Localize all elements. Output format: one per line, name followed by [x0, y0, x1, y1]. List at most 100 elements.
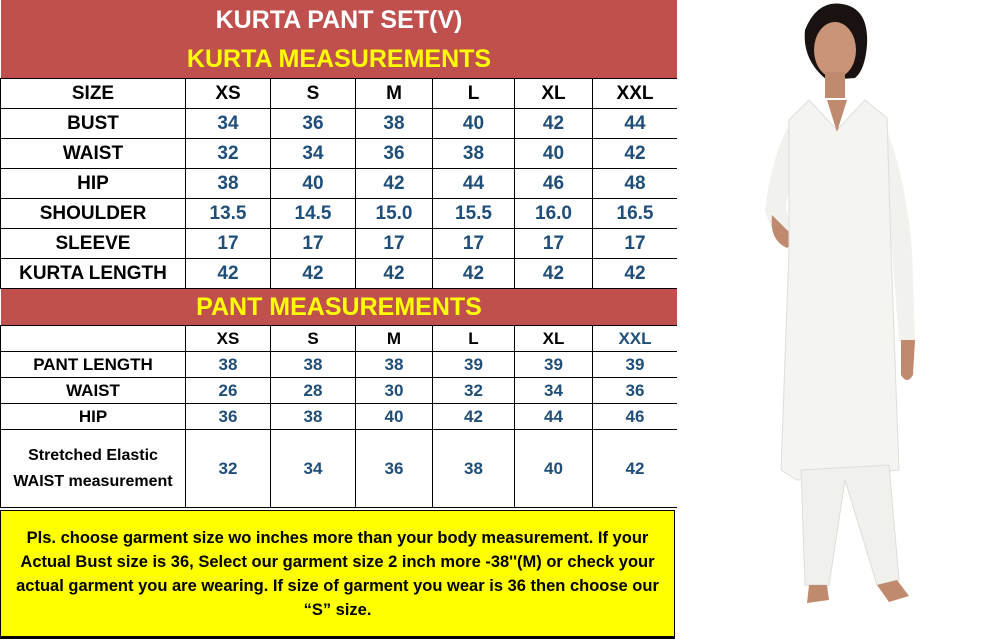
- measurement-value: 17: [432, 228, 515, 259]
- measurement-value: 39: [592, 351, 678, 378]
- table-row: KURTA LENGTH 42 42 42 42 42 42: [0, 258, 678, 289]
- measurement-value: 32: [185, 429, 271, 508]
- measurement-value: 42: [514, 258, 593, 289]
- measurement-value: 34: [185, 108, 271, 139]
- measurement-value: 48: [592, 168, 678, 199]
- measurement-value: 38: [355, 351, 433, 378]
- size-header: XL: [514, 78, 593, 109]
- row-label: HIP: [0, 403, 186, 430]
- measurement-value: 42: [355, 258, 433, 289]
- measurement-value: 32: [185, 138, 271, 169]
- measurement-value: 42: [270, 258, 356, 289]
- measurement-value: 38: [432, 429, 515, 508]
- measurement-value: 34: [514, 377, 593, 404]
- measurement-value: 44: [592, 108, 678, 139]
- measurement-value: 17: [592, 228, 678, 259]
- measurement-value: 38: [270, 403, 356, 430]
- row-label: HIP: [0, 168, 186, 199]
- measurement-value: 39: [514, 351, 593, 378]
- measurement-value: 38: [355, 108, 433, 139]
- measurement-value: 42: [592, 258, 678, 289]
- row-label: WAIST: [0, 138, 186, 169]
- size-header: XS: [185, 325, 271, 352]
- measurement-value: 40: [270, 168, 356, 199]
- measurement-value: 42: [432, 403, 515, 430]
- sizing-note: Pls. choose garment size wo inches more …: [0, 510, 675, 639]
- measurement-value: 38: [270, 351, 356, 378]
- table-row: Stretched Elastic WAIST measurement 32 34 3…: [0, 429, 678, 508]
- measurement-value: 17: [185, 228, 271, 259]
- chart-title: KURTA PANT SET(V): [0, 0, 678, 40]
- size-header: XS: [185, 78, 271, 109]
- pant-size-row: XS S M L XL XXL: [0, 325, 678, 352]
- size-header: XXL: [592, 325, 678, 352]
- measurement-value: 38: [432, 138, 515, 169]
- measurement-value: 42: [514, 108, 593, 139]
- measurement-value: 30: [355, 377, 433, 404]
- measurement-value: 16.5: [592, 198, 678, 229]
- measurement-value: 15.0: [355, 198, 433, 229]
- measurement-value: 36: [355, 429, 433, 508]
- model-photo: [677, 0, 1001, 643]
- row-label: KURTA LENGTH: [0, 258, 186, 289]
- table-row: WAIST 26 28 30 32 34 36: [0, 377, 678, 404]
- size-chart: KURTA PANT SET(V) KURTA MEASUREMENTS SIZ…: [0, 0, 678, 508]
- measurement-value: 40: [514, 138, 593, 169]
- table-row: BUST 34 36 38 40 42 44: [0, 108, 678, 139]
- measurement-value: 28: [270, 377, 356, 404]
- measurement-value: 36: [592, 377, 678, 404]
- size-label: SIZE: [0, 78, 186, 109]
- measurement-value: 46: [514, 168, 593, 199]
- row-label: BUST: [0, 108, 186, 139]
- measurement-value: 44: [514, 403, 593, 430]
- kurta-size-row: SIZE XS S M L XL XXL: [0, 78, 678, 109]
- measurement-value: 36: [270, 108, 356, 139]
- size-header: S: [270, 325, 356, 352]
- measurement-value: 42: [592, 429, 678, 508]
- measurement-value: 40: [514, 429, 593, 508]
- table-row: SHOULDER 13.5 14.5 15.0 15.5 16.0 16.5: [0, 198, 678, 229]
- measurement-value: 26: [185, 377, 271, 404]
- measurement-value: 34: [270, 138, 356, 169]
- measurement-value: 38: [185, 351, 271, 378]
- row-label: Stretched Elastic WAIST measurement: [0, 429, 186, 508]
- measurement-value: 15.5: [432, 198, 515, 229]
- size-header: L: [432, 325, 515, 352]
- measurement-value: 17: [514, 228, 593, 259]
- row-label: WAIST: [0, 377, 186, 404]
- measurement-value: 32: [432, 377, 515, 404]
- pant-heading: PANT MEASUREMENTS: [0, 288, 678, 326]
- measurement-value: 36: [185, 403, 271, 430]
- table-row: PANT LENGTH 38 38 38 39 39 39: [0, 351, 678, 378]
- measurement-value: 42: [185, 258, 271, 289]
- row-label: SHOULDER: [0, 198, 186, 229]
- size-header: XL: [514, 325, 593, 352]
- row-label: PANT LENGTH: [0, 351, 186, 378]
- measurement-value: 42: [355, 168, 433, 199]
- model-kurta: [780, 99, 900, 481]
- measurement-value: 13.5: [185, 198, 271, 229]
- measurement-value: 38: [185, 168, 271, 199]
- measurement-value: 44: [432, 168, 515, 199]
- measurement-value: 17: [355, 228, 433, 259]
- size-table: KURTA PANT SET(V) KURTA MEASUREMENTS SIZ…: [0, 0, 678, 508]
- size-header: XXL: [592, 78, 678, 109]
- measurement-value: 42: [432, 258, 515, 289]
- model-face: [814, 22, 856, 78]
- size-header: L: [432, 78, 515, 109]
- kurta-heading: KURTA MEASUREMENTS: [0, 40, 678, 79]
- row-label: SLEEVE: [0, 228, 186, 259]
- measurement-value: 34: [270, 429, 356, 508]
- measurement-value: 16.0: [514, 198, 593, 229]
- table-row: SLEEVE 17 17 17 17 17 17: [0, 228, 678, 259]
- table-row: HIP 38 40 42 44 46 48: [0, 168, 678, 199]
- table-row: HIP 36 38 40 42 44 46: [0, 403, 678, 430]
- measurement-value: 40: [355, 403, 433, 430]
- measurement-value: 42: [592, 138, 678, 169]
- size-header: M: [355, 325, 433, 352]
- measurement-value: 46: [592, 403, 678, 430]
- blank-cell: [0, 325, 186, 352]
- measurement-value: 36: [355, 138, 433, 169]
- size-header: S: [270, 78, 356, 109]
- measurement-value: 14.5: [270, 198, 356, 229]
